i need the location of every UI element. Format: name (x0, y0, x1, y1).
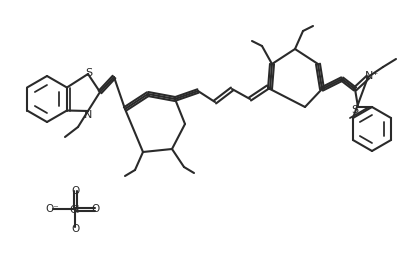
Text: S: S (350, 105, 358, 115)
Text: N⁺: N⁺ (364, 71, 378, 81)
Text: O: O (71, 223, 79, 233)
Text: Cl: Cl (70, 204, 80, 214)
Text: O: O (91, 203, 99, 213)
Text: O⁻: O⁻ (45, 203, 59, 213)
Text: N: N (83, 109, 92, 120)
Text: O: O (71, 185, 79, 195)
Text: S: S (85, 68, 92, 78)
